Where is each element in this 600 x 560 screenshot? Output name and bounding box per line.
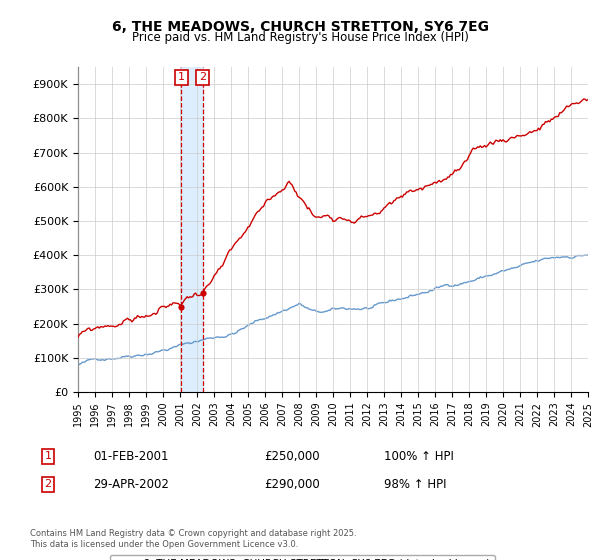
Text: 100% ↑ HPI: 100% ↑ HPI: [384, 450, 454, 463]
Text: 98% ↑ HPI: 98% ↑ HPI: [384, 478, 446, 491]
Text: £290,000: £290,000: [264, 478, 320, 491]
Text: £250,000: £250,000: [264, 450, 320, 463]
Point: [176, 302, 186, 311]
Text: 2: 2: [199, 72, 206, 82]
Text: 6, THE MEADOWS, CHURCH STRETTON, SY6 7EG: 6, THE MEADOWS, CHURCH STRETTON, SY6 7EG: [112, 20, 488, 34]
Text: 01-FEB-2001: 01-FEB-2001: [93, 450, 169, 463]
Text: 1: 1: [44, 451, 52, 461]
Legend: 6, THE MEADOWS, CHURCH STRETTON, SY6 7EG (detached house), HPI: Average price, d: 6, THE MEADOWS, CHURCH STRETTON, SY6 7EG…: [110, 554, 495, 560]
Point: [198, 288, 208, 297]
Text: Price paid vs. HM Land Registry's House Price Index (HPI): Price paid vs. HM Land Registry's House …: [131, 31, 469, 44]
Bar: [181, 67, 203, 392]
Text: 1: 1: [178, 72, 185, 82]
Text: 2: 2: [44, 479, 52, 489]
Text: 29-APR-2002: 29-APR-2002: [93, 478, 169, 491]
Text: Contains HM Land Registry data © Crown copyright and database right 2025.
This d: Contains HM Land Registry data © Crown c…: [30, 529, 356, 549]
